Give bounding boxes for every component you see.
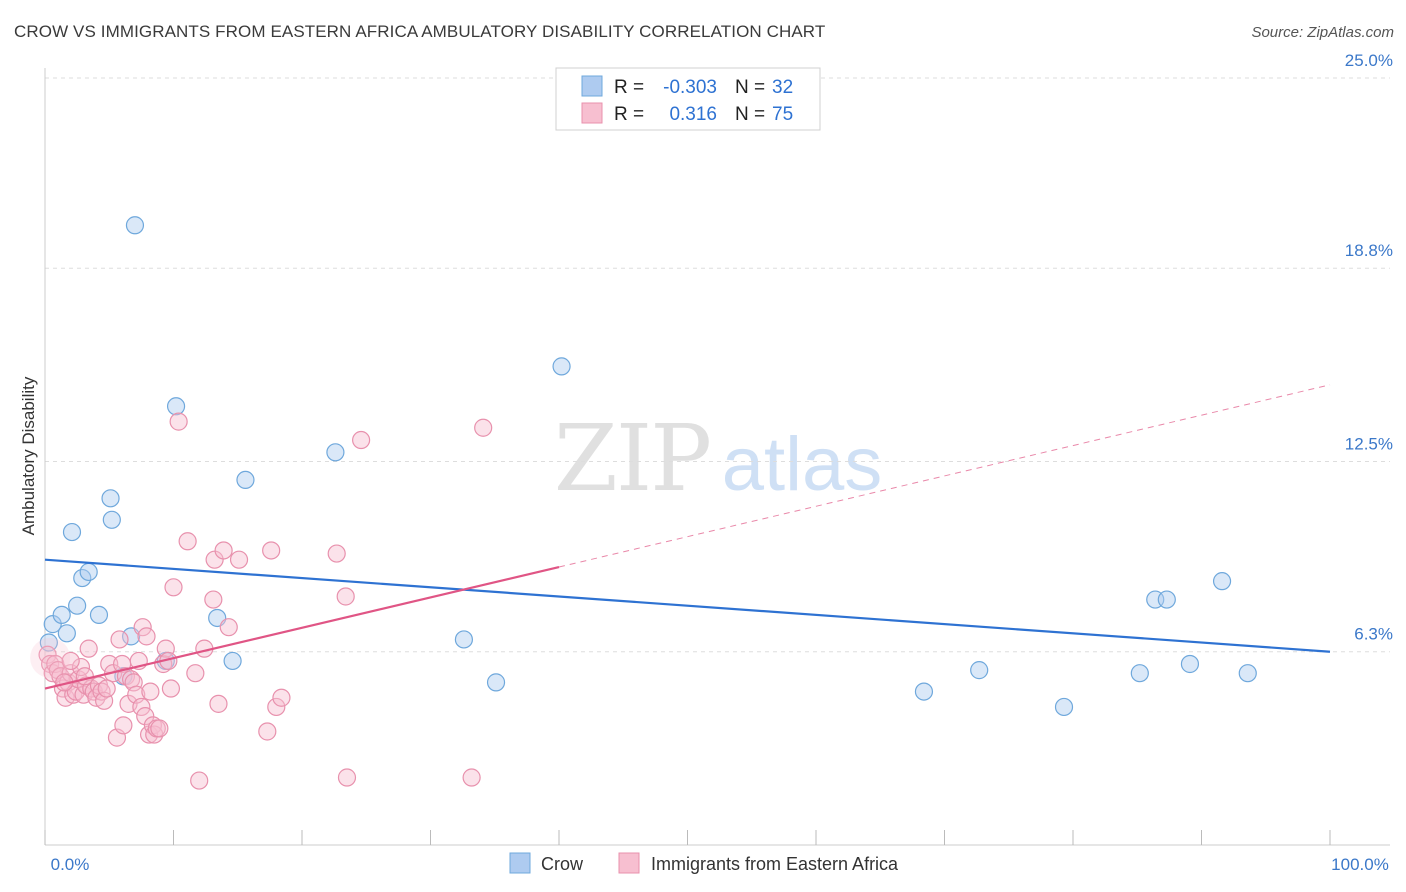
legend-label-eastern-africa: Immigrants from Eastern Africa: [651, 854, 899, 874]
eastern-africa-point: [141, 682, 160, 701]
crow-point: [166, 397, 186, 416]
watermark-atlas: atlas: [722, 422, 883, 507]
eastern-africa-point: [133, 618, 152, 637]
eastern-africa-point: [132, 697, 151, 717]
eastern-africa-point: [161, 679, 181, 698]
y-tick-label: 12.5%: [1345, 435, 1393, 454]
y-tick-label: 18.8%: [1345, 241, 1393, 260]
grid-lines: [45, 77, 1390, 653]
crow-point: [52, 605, 71, 625]
stats-swatch-eastern-africa: [581, 102, 603, 124]
crow-point: [68, 596, 87, 615]
eastern-africa-point: [258, 722, 277, 741]
crow-point: [223, 651, 242, 671]
crow-point: [102, 510, 121, 529]
legend: Crow Immigrants from Eastern Africa: [509, 852, 899, 874]
x-tick-label-max: 100.0%: [1331, 855, 1389, 874]
crow-point: [125, 216, 145, 235]
eastern-africa-point: [190, 771, 209, 790]
eastern-africa-point: [186, 664, 205, 683]
crow-point: [79, 562, 98, 582]
y-tick-label: 25.0%: [1345, 51, 1393, 70]
crow-point: [552, 357, 571, 376]
eastern-africa-point: [474, 418, 493, 437]
eastern-africa-point: [262, 541, 281, 560]
eastern-africa-trend-line-extension: [558, 384, 1331, 568]
stats-swatch-crow: [581, 75, 603, 97]
eastern-africa-point: [164, 578, 183, 597]
eastern-africa-point: [169, 412, 188, 431]
eastern-africa-point: [178, 532, 197, 551]
stats-r-label-crow: R =: [614, 77, 644, 98]
eastern-africa-point: [462, 768, 481, 787]
eastern-africa-point: [337, 768, 357, 787]
eastern-africa-cluster: [30, 637, 71, 678]
crow-point: [1130, 664, 1149, 683]
eastern-africa-point: [71, 657, 91, 677]
axes: [44, 68, 1390, 846]
eastern-africa-point: [204, 590, 223, 609]
eastern-africa-trend-line: [44, 565, 560, 690]
eastern-africa-point: [79, 639, 98, 658]
x-ticks: [44, 830, 1331, 845]
crow-point: [1157, 590, 1176, 609]
crow-point: [62, 522, 82, 542]
eastern-africa-point: [137, 627, 156, 646]
crow-point: [101, 489, 120, 508]
crow-trend-line: [44, 558, 1331, 653]
stats-n-label-crow: N =: [735, 77, 765, 98]
eastern-africa-point: [214, 541, 233, 560]
crow-point: [236, 470, 255, 490]
eastern-africa-point: [352, 430, 371, 450]
stats-r-value-crow: -0.303: [663, 77, 717, 98]
eastern-africa-point: [136, 707, 155, 726]
stats-n-label-eastern-africa: N =: [735, 104, 765, 125]
eastern-africa-point: [114, 716, 133, 735]
watermark-zip: ZIP: [554, 405, 710, 512]
eastern-africa-point: [150, 719, 169, 738]
crow-point: [1180, 654, 1200, 674]
eastern-africa-point: [267, 697, 286, 717]
eastern-africa-point: [219, 618, 238, 637]
chart-title: CROW VS IMMIGRANTS FROM EASTERN AFRICA A…: [14, 22, 826, 41]
eastern-africa-point: [110, 630, 129, 649]
crow-point: [1212, 572, 1232, 591]
legend-swatch-eastern-africa: [618, 852, 640, 874]
crow-point: [914, 682, 934, 701]
crow-point: [89, 605, 109, 625]
x-tick-label-min: 0.0%: [51, 855, 90, 874]
stats-legend-box: R = -0.303 N = 32 R = 0.316 N = 75: [555, 67, 821, 131]
crow-point: [454, 630, 474, 649]
eastern-africa-point: [229, 550, 249, 569]
stats-r-value-eastern-africa: 0.316: [669, 104, 717, 125]
y-tick-label: 6.3%: [1354, 625, 1393, 644]
eastern-africa-point: [61, 651, 80, 671]
y-tick-labels: 25.0% 18.8% 12.5% 6.3%: [1345, 51, 1393, 644]
trend-lines: [44, 384, 1331, 690]
stats-r-label-eastern-africa: R =: [614, 104, 644, 125]
eastern-africa-point: [209, 694, 228, 713]
data-points: [30, 216, 1257, 790]
crow-point: [326, 443, 345, 462]
legend-swatch-crow: [509, 852, 531, 874]
legend-label-crow: Crow: [541, 854, 584, 874]
eastern-africa-point: [272, 688, 291, 707]
eastern-africa-point: [97, 679, 116, 698]
crow-point: [970, 661, 989, 680]
crow-point: [1238, 664, 1257, 683]
y-axis-label: Ambulatory Disability: [19, 376, 38, 535]
chart-source: Source: ZipAtlas.com: [1251, 24, 1394, 41]
crow-point: [57, 624, 76, 643]
eastern-africa-point: [327, 544, 346, 563]
crow-point: [1054, 697, 1074, 717]
stats-n-value-eastern-africa: 75: [772, 104, 793, 125]
eastern-africa-point: [75, 667, 94, 686]
crow-point: [486, 673, 506, 692]
watermark: ZIP atlas: [554, 405, 882, 512]
stats-n-value-crow: 32: [772, 77, 793, 98]
eastern-africa-point: [336, 587, 355, 606]
